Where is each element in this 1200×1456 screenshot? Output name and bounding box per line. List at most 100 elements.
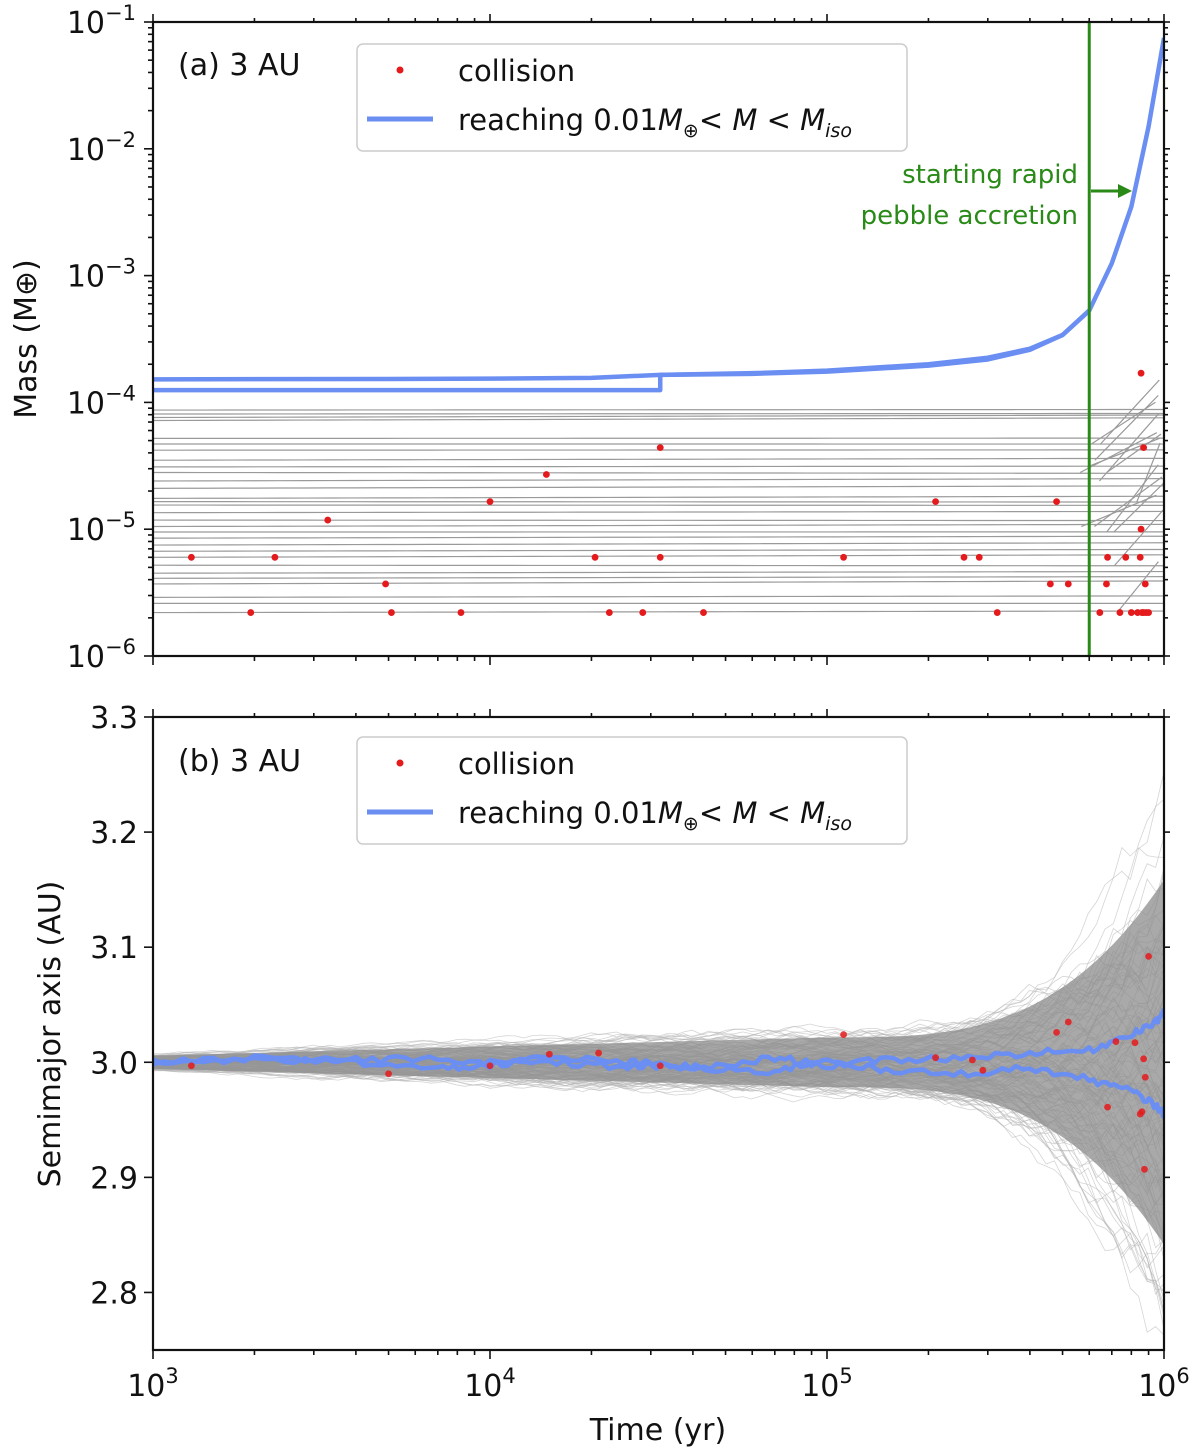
mass-gray-track-17 [153, 495, 1164, 499]
semimajor-collision-point-2 [486, 1062, 494, 1070]
mass-gray-track-5 [153, 570, 1164, 574]
semimajor-y-tick-label-4: 3.2 [90, 816, 138, 851]
semimajor-collision-point-20 [1141, 1073, 1149, 1081]
semimajor-x-tick-label-2-exp: 5 [839, 1364, 852, 1388]
mass-gray-track-21 [153, 465, 1164, 468]
mass-legend: collision reaching 0.01M⊕< M < Miso [356, 43, 908, 152]
mass-collision-point-26 [1116, 609, 1124, 616]
semimajor-blue-tracks [153, 1008, 1164, 1119]
mass-y-tick-label-4-base: 10 [67, 133, 105, 168]
mass-y-tick-label-0: 10−6 [67, 635, 136, 675]
legend-blue-M3: M [800, 103, 825, 137]
legend-b-collision-label: collision [458, 747, 575, 781]
legend-b-blue-lt2: < [757, 796, 800, 830]
mass-gray-growth-5 [1106, 433, 1162, 473]
semimajor-y-tick-label-2: 3.0 [90, 1046, 138, 1081]
semimajor-collision-point-12 [1104, 1103, 1111, 1111]
semimajor-collision-point-19 [1145, 952, 1152, 960]
mass-collision-point-20 [1053, 498, 1060, 506]
semimajor-collision-point-13 [1112, 1038, 1120, 1045]
legend-b-collision-marker [396, 759, 404, 767]
mass-collision-point-15 [840, 553, 847, 561]
mass-collision-point-37 [1140, 444, 1148, 452]
time-x-axis-label: Time (yr) [589, 1413, 726, 1448]
semimajor-gray-track-89 [153, 1069, 1164, 1292]
semimajor-collision-point-18 [1141, 1165, 1148, 1173]
semimajor-collision-point-10 [1053, 1028, 1060, 1036]
mass-gray-track-3 [153, 580, 1164, 585]
mass-y-tick-label-3-base: 10 [67, 260, 105, 295]
mass-collision-point-36 [1145, 609, 1152, 616]
legend-collision-marker [396, 66, 404, 74]
semimajor-collision-point-0 [187, 1062, 195, 1070]
mass-gray-growth-10 [1136, 442, 1161, 502]
legend-blue-M: M [658, 103, 683, 137]
semimajor-gray-track-102 [153, 925, 1164, 1058]
mass-gray-growth-7 [1081, 494, 1157, 528]
semimajor-collision-point-16 [1138, 1108, 1146, 1116]
semimajor-y-axis-label: Semimajor axis (AU) [33, 881, 68, 1188]
mass-gray-growth-12 [1098, 413, 1160, 482]
mass-y-tick-label-5-base: 10 [67, 6, 105, 41]
mass-gray-track-8 [153, 548, 1164, 552]
annotation-line-1: starting rapid [902, 160, 1078, 190]
mass-collision-point-19 [993, 609, 1001, 616]
mass-y-tick-label-4: 10−2 [67, 128, 136, 168]
mass-gray-track-29 [153, 408, 1164, 411]
mass-collision-point-28 [1127, 609, 1135, 616]
legend-blue-label: reaching 0.01M⊕< M < Miso [458, 103, 852, 142]
mass-y-tick-label-0-base: 10 [67, 640, 105, 675]
semimajor-legend-box [356, 736, 908, 845]
mass-gray-track-28 [153, 412, 1164, 415]
mass-gray-track-6 [153, 564, 1164, 567]
legend-collision-label: collision [458, 54, 575, 88]
mass-y-tick-label-4-exp: −2 [105, 128, 136, 152]
semimajor-legend: collision reaching 0.01M⊕< M < Miso [356, 736, 908, 845]
mass-collision-point-34 [1141, 580, 1149, 588]
mass-collision-point-1 [247, 609, 255, 616]
semimajor-blue-track-2 [153, 1055, 1164, 1119]
mass-collision-point-2 [271, 553, 279, 561]
mass-collision-point-7 [486, 498, 494, 506]
mass-gray-tracks [153, 379, 1164, 614]
mass-gray-track-18 [153, 485, 1164, 489]
mass-y-tick-label-1-base: 10 [67, 513, 105, 548]
semimajor-x-tick-label-3-exp: 6 [1176, 1364, 1189, 1388]
mass-gray-growth-1 [1113, 482, 1164, 533]
mass-gray-growth-8 [1079, 432, 1158, 474]
mass-y-tick-label-1: 10−5 [67, 508, 136, 548]
mass-axes-frame [151, 20, 1166, 658]
mass-collision-points [187, 369, 1152, 616]
mass-collision-point-23 [1096, 609, 1104, 616]
semimajor-collision-point-1 [385, 1070, 392, 1078]
mass-collision-point-17 [960, 553, 968, 561]
mass-collision-point-14 [700, 609, 707, 616]
mass-collision-point-30 [1136, 553, 1144, 561]
legend-b-blue-M2: M [732, 796, 757, 830]
legend-b-blue-M: M [658, 796, 683, 830]
mass-y-tick-label-2-base: 10 [67, 386, 105, 421]
mass-collision-point-21 [1046, 580, 1054, 588]
mass-blue-track-lower [153, 308, 1091, 393]
mass-collision-point-4 [382, 580, 389, 588]
mass-axis-ticks: 10−610−510−410−310−210−1 [67, 1, 1170, 675]
mass-y-tick-label-3-exp: −3 [105, 255, 136, 279]
mass-gray-track-20 [153, 471, 1164, 474]
mass-y-tick-label-1-exp: −5 [105, 508, 136, 532]
semimajor-blue-track-1 [153, 1008, 1164, 1072]
mass-collision-point-5 [388, 609, 395, 616]
mass-gray-growth-11 [1116, 561, 1159, 613]
mass-y-axis-label: Mass (M⊕) [9, 259, 44, 419]
mass-y-tick-label-0-exp: −6 [105, 635, 136, 659]
legend-b-blue-prefix: reaching 0.01 [458, 796, 658, 830]
mass-collision-point-12 [656, 444, 664, 452]
semimajor-collision-point-11 [1064, 1018, 1072, 1026]
mass-y-tick-label-3: 10−3 [67, 255, 136, 295]
mass-collision-point-27 [1122, 553, 1130, 561]
mass-gray-track-14 [153, 510, 1164, 514]
semimajor-collision-point-8 [968, 1056, 976, 1064]
mass-gray-track-27 [153, 414, 1164, 419]
legend-blue-prefix: reaching 0.01 [458, 103, 658, 137]
